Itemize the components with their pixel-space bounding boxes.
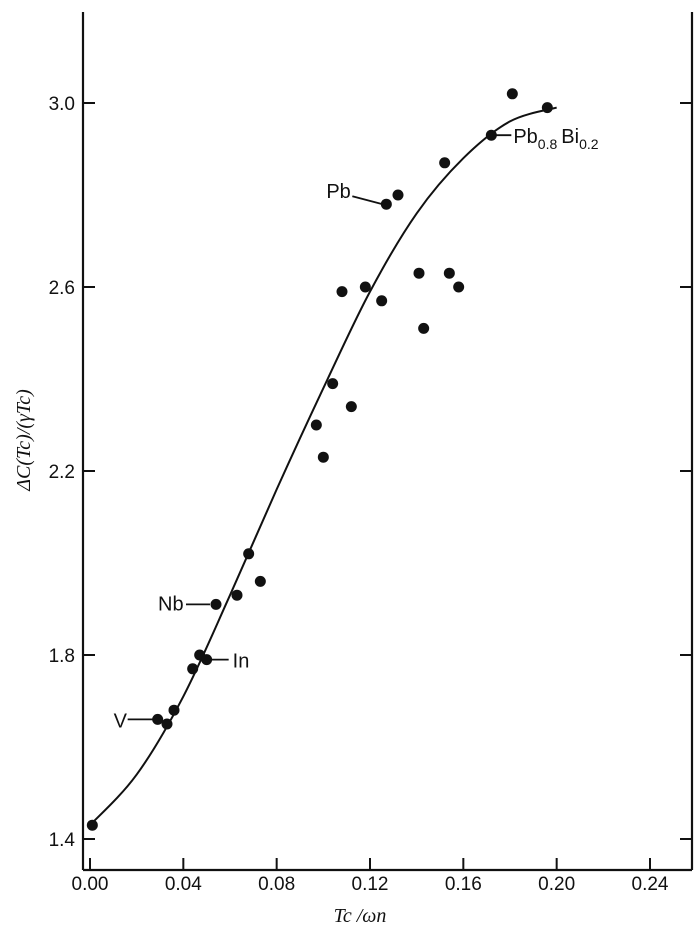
y-axis-label: ΔC(Tc)/(γTc): [13, 389, 35, 492]
x-tick-label: 0.24: [632, 874, 669, 895]
x-axis-label: Tc /ωn: [334, 905, 387, 927]
y-tick-label: 3.0: [49, 94, 75, 115]
data-point: [168, 704, 180, 716]
data-points: [86, 88, 553, 831]
data-point: [317, 451, 329, 463]
data-point: [231, 589, 243, 601]
data-point: [359, 281, 371, 293]
annotation-label: Nb: [158, 593, 184, 615]
data-point: [345, 401, 357, 413]
x-tick-label: 0.00: [72, 874, 109, 895]
data-point: [201, 654, 213, 666]
data-point: [187, 663, 199, 675]
x-axis-ticks: 0.00 0.04 0.08 0.12 0.16 0.20 0.24: [72, 858, 669, 895]
y-tick-label: 2.2: [49, 462, 75, 483]
data-point: [376, 295, 388, 307]
data-point: [506, 88, 518, 100]
data-point: [254, 575, 266, 587]
y-tick-label: 1.4: [49, 830, 76, 851]
annotation-label: V: [114, 710, 128, 732]
point-annotations: Nb In V Pb Pb0.8 Bi0.2: [114, 126, 599, 732]
x-tick-label: 0.04: [165, 874, 202, 895]
data-point: [310, 419, 322, 431]
data-point: [380, 198, 392, 210]
x-tick-label: 0.20: [538, 874, 575, 895]
data-point: [392, 189, 404, 201]
fit-curve: [89, 106, 557, 826]
axis-frame: [81, 12, 694, 872]
data-point: [336, 286, 348, 298]
data-point: [418, 322, 430, 334]
x-tick-label: 0.16: [445, 874, 482, 895]
data-point: [86, 819, 98, 831]
data-point: [243, 548, 255, 560]
annotation-label: Pb0.8 Bi0.2: [513, 126, 598, 152]
data-point: [327, 378, 339, 390]
data-point: [485, 129, 497, 141]
y-tick-label: 1.8: [49, 646, 75, 667]
data-point: [453, 281, 465, 293]
x-tick-label: 0.12: [352, 874, 389, 895]
y-axis-ticks: 1.4 1.8 2.2 2.6 3.0: [49, 94, 692, 851]
data-point: [161, 718, 173, 730]
data-point: [413, 267, 425, 279]
plot-frame: [81, 12, 694, 872]
annotation-label: Pb: [326, 181, 350, 203]
data-point: [443, 267, 455, 279]
data-point: [439, 157, 451, 169]
y-tick-label: 2.6: [49, 278, 75, 299]
data-point: [210, 598, 222, 610]
annotation-label: In: [233, 651, 250, 673]
x-tick-label: 0.08: [258, 874, 295, 895]
annotation-leader: [352, 195, 383, 206]
data-point: [541, 102, 553, 114]
data-point: [152, 713, 164, 725]
